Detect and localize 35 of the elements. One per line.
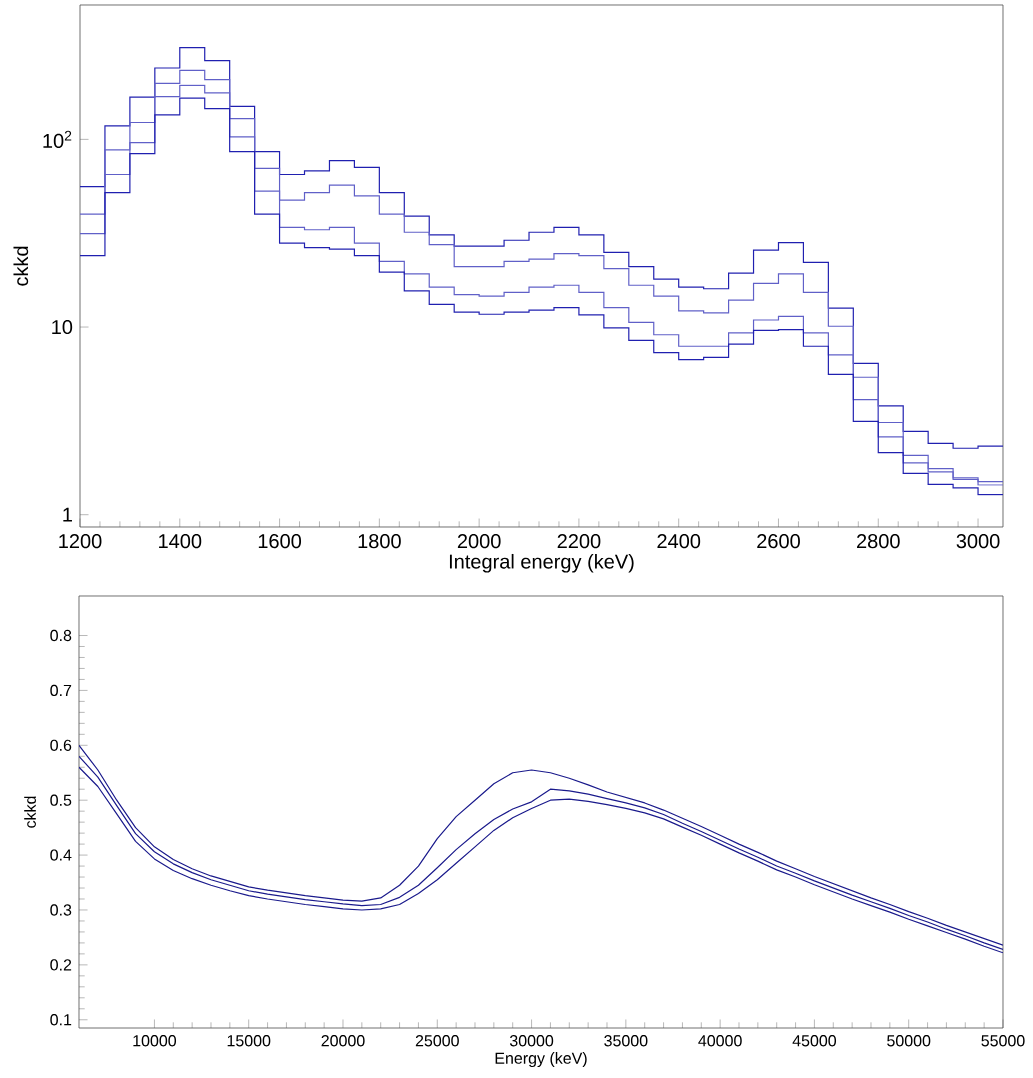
- x-tick-label: 30000: [509, 1035, 554, 1047]
- x-tick-label: 1600: [258, 534, 302, 549]
- x-tick-label: 2000: [457, 534, 501, 549]
- x-tick-label: 50000: [887, 1035, 931, 1047]
- y-axis-title: ckkd: [24, 796, 36, 828]
- x-tick-label: 1800: [358, 534, 401, 549]
- y-tick-label: 10$^{2}$: [43, 130, 72, 148]
- x-tick-label: 2600: [757, 534, 800, 549]
- x-tick-label: 15000: [227, 1035, 271, 1047]
- x-tick-label: 45000: [792, 1035, 837, 1047]
- x-tick-label: 1200: [59, 534, 102, 549]
- x-tick-label: 2200: [557, 534, 601, 549]
- y-tick-label: 10: [52, 319, 73, 335]
- y-axis-title: ckkd: [13, 246, 29, 286]
- y-tick-label: 0.7: [50, 684, 72, 697]
- y-tick-label: 0.6: [50, 739, 72, 751]
- x-tick-label: 35000: [604, 1035, 648, 1047]
- x-tick-label: 2400: [657, 534, 701, 549]
- x-tick-label: 3000: [956, 534, 1000, 549]
- y-tick-label: 0.4: [50, 849, 72, 861]
- x-tick-label: 55000: [981, 1035, 1025, 1047]
- y-tick-label: 0.5: [50, 794, 72, 806]
- x-tick-label: 2800: [857, 534, 900, 549]
- x-axis-title: Integral energy (keV): [449, 553, 634, 573]
- y-tick-label: 0.3: [50, 904, 72, 916]
- y-tick-label: 0.2: [50, 959, 72, 971]
- y-tick-label: 1: [63, 507, 72, 522]
- x-axis-title: Energy (keV): [495, 1052, 587, 1068]
- x-tick-label: 1400: [159, 534, 202, 549]
- x-tick-label: 25000: [415, 1035, 459, 1047]
- x-tick-label: 10000: [133, 1035, 177, 1047]
- y-tick-label: 0.8: [50, 629, 72, 642]
- x-tick-label: 20000: [321, 1035, 365, 1047]
- y-tick-label: 0.1: [50, 1014, 72, 1026]
- x-tick-label: 40000: [698, 1035, 742, 1047]
